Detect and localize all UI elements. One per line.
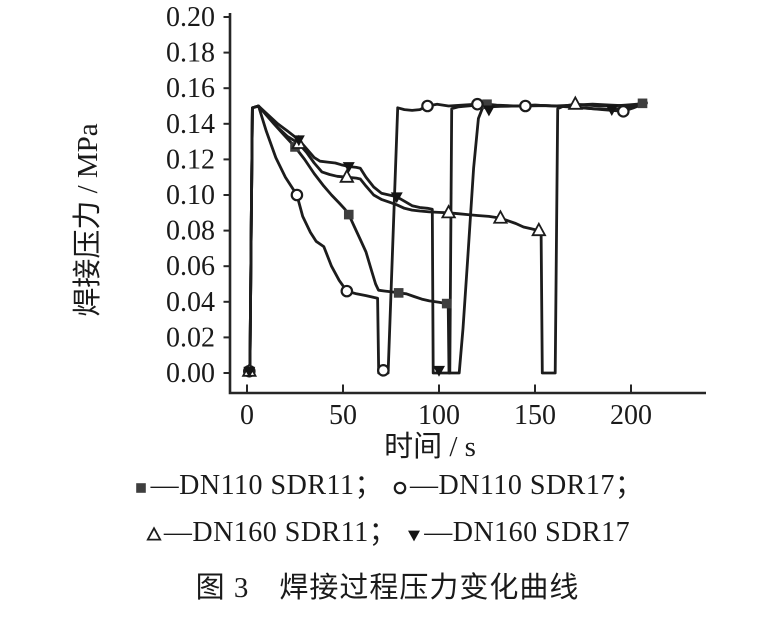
legend-label: —DN160 SDR17 — [424, 517, 631, 548]
x-tick-label: 150 — [514, 400, 556, 431]
filled-square-icon — [135, 483, 146, 493]
filled-triangle-down-marker-icon — [408, 530, 421, 542]
filled-square-marker-icon — [482, 99, 492, 110]
open-circle-marker-icon — [421, 99, 434, 113]
y-tick-label: 0.04 — [166, 287, 215, 318]
y-tick-label: 0.00 — [166, 358, 215, 389]
filled-triangle-down-marker-icon — [605, 105, 618, 116]
legend-item-dn110-sdr11: —DN110 SDR11； — [132, 462, 383, 509]
y-tick-label: 0.08 — [166, 216, 215, 247]
chart-legend: —DN110 SDR11； —DN110 SDR17； —DN160 SDR11；… — [0, 462, 775, 556]
x-tick-label: 50 — [329, 400, 357, 431]
open-triangle-up-marker-icon — [440, 204, 457, 219]
legend-row: —DN110 SDR11； —DN110 SDR17； — [0, 462, 775, 509]
y-axis-title: 焊接压力 / MPa — [71, 123, 104, 316]
x-tick-label: 200 — [610, 400, 652, 431]
open-circle-marker-icon — [617, 105, 630, 118]
filled-triangle-down-marker-icon — [292, 135, 305, 147]
filled-triangle-down-marker-icon — [342, 162, 355, 173]
axes — [228, 13, 706, 395]
legend-label: —DN160 SDR11； — [163, 517, 398, 548]
open-circle-marker-icon — [393, 481, 407, 495]
open-circle-marker-icon — [519, 99, 532, 113]
filled-triangle-down-marker-icon — [433, 365, 445, 377]
y-tick-label: 0.02 — [166, 322, 215, 353]
y-tick-label: 0.18 — [166, 38, 215, 69]
legend-row: —DN160 SDR11； —DN160 SDR17 — [0, 509, 775, 556]
open-circle-icon — [393, 481, 407, 495]
y-tick-label: 0.06 — [166, 251, 215, 282]
open-triangle-up-marker-icon — [492, 209, 509, 224]
legend-item-dn110-sdr17: —DN110 SDR17； — [391, 462, 643, 509]
filled-square-marker-icon — [135, 483, 146, 493]
y-tick-label: 0.14 — [166, 109, 215, 140]
filled-triangle-down-icon — [408, 530, 421, 542]
filled-square-marker-icon — [343, 209, 354, 220]
series-line-dn160-sdr11 — [245, 101, 646, 375]
open-triangle-up-marker-icon — [531, 221, 547, 237]
legend-label: —DN110 SDR17； — [409, 470, 644, 501]
y-tick-label: 0.12 — [166, 144, 215, 175]
y-tick-label: 0.16 — [166, 73, 215, 104]
series-line-dn160-sdr17 — [245, 102, 646, 375]
filled-square-marker-icon — [637, 98, 648, 109]
legend-item-dn160-sdr11: —DN160 SDR11； — [145, 509, 397, 556]
open-triangle-up-marker-icon — [567, 95, 584, 110]
filled-triangle-down-marker-icon — [243, 366, 256, 378]
filled-square-marker-icon — [441, 298, 452, 309]
legend-label: —DN110 SDR11； — [150, 470, 383, 501]
y-tick-label: 0.10 — [166, 180, 215, 211]
figure-caption: 图 3 焊接过程压力变化曲线 — [195, 572, 580, 604]
series-line-dn110-sdr17 — [245, 101, 648, 375]
plot-svg: 0.00 0.02 0.04 0.06 0.08 0.10 0.12 0.14 0.16 0.18… — [71, 2, 706, 462]
open-triangle-up-marker-icon — [146, 526, 162, 541]
open-triangle-up-icon — [146, 526, 162, 541]
x-tick-label: 0 — [240, 400, 254, 431]
legend-item-dn160-sdr17: —DN160 SDR17 — [405, 509, 630, 556]
x-tick-label: 100 — [418, 400, 460, 431]
series-line-dn110-sdr11 — [245, 101, 648, 375]
filled-triangle-down-marker-icon — [482, 105, 495, 117]
open-triangle-up-marker-icon — [339, 168, 355, 183]
open-circle-marker-icon — [377, 364, 390, 377]
y-tick-label: 0.20 — [166, 2, 215, 33]
filled-square-marker-icon — [393, 288, 404, 298]
open-circle-marker-icon — [340, 284, 354, 298]
x-axis-title: 时间 / s — [384, 430, 476, 462]
open-circle-marker-icon — [471, 97, 484, 111]
filled-triangle-down-marker-icon — [390, 192, 403, 204]
open-circle-marker-icon — [290, 188, 304, 202]
